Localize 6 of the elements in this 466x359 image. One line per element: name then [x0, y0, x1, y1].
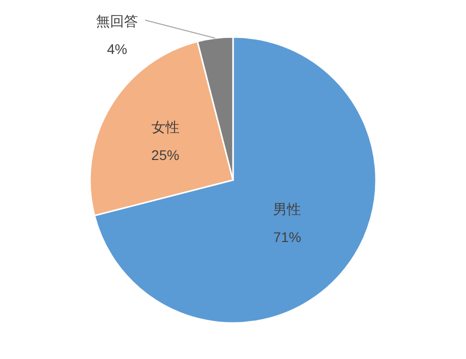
slice-label: 女性: [151, 118, 180, 135]
data-label: 71%: [273, 229, 302, 246]
data-label: 25%: [151, 146, 180, 163]
slice-label: 無回答: [96, 13, 138, 30]
slice-label: 男性: [273, 201, 302, 218]
data-label: 4%: [106, 41, 128, 58]
